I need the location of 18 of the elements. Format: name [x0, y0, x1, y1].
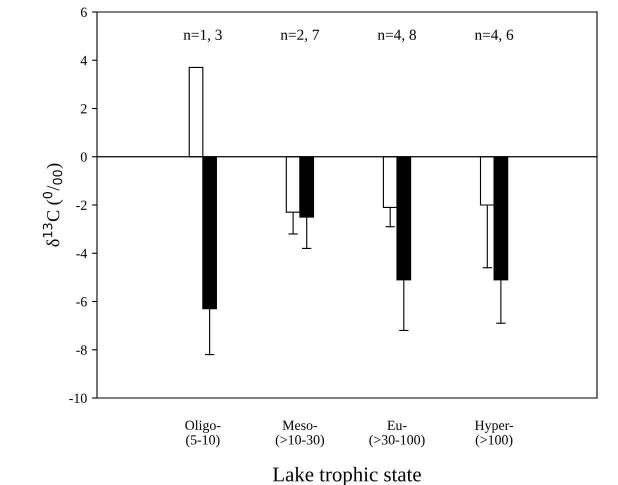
y-tick-label: -4: [76, 248, 88, 258]
y-tick-label: 4: [80, 56, 88, 66]
x-tick-label: Oligo- (5-10): [185, 420, 220, 448]
annotation: n=4, 6: [474, 30, 514, 42]
x-tick-label: Hyper- (>100): [474, 420, 514, 448]
annotation: n=2, 7: [280, 30, 320, 42]
annotation: n=1, 3: [184, 30, 222, 42]
x-tick-label: Meso- (>10-30): [276, 420, 324, 448]
y-axis-title: δ$^{13}$C ($^{0}$/$_{00}$): [42, 164, 63, 246]
y-tick-label: -2: [76, 200, 87, 210]
y-tick-label: 6: [80, 8, 87, 17]
y-tick-label: 2: [80, 104, 87, 114]
y-tick-label: -6: [76, 297, 87, 306]
y-tick-label: 0: [80, 152, 87, 162]
annotation: n=4, 8: [378, 30, 416, 42]
y-tick-label: -10: [69, 394, 87, 403]
y-tick-label: -8: [76, 345, 87, 355]
x-tick-label: Eu- (>30-100): [369, 420, 425, 448]
